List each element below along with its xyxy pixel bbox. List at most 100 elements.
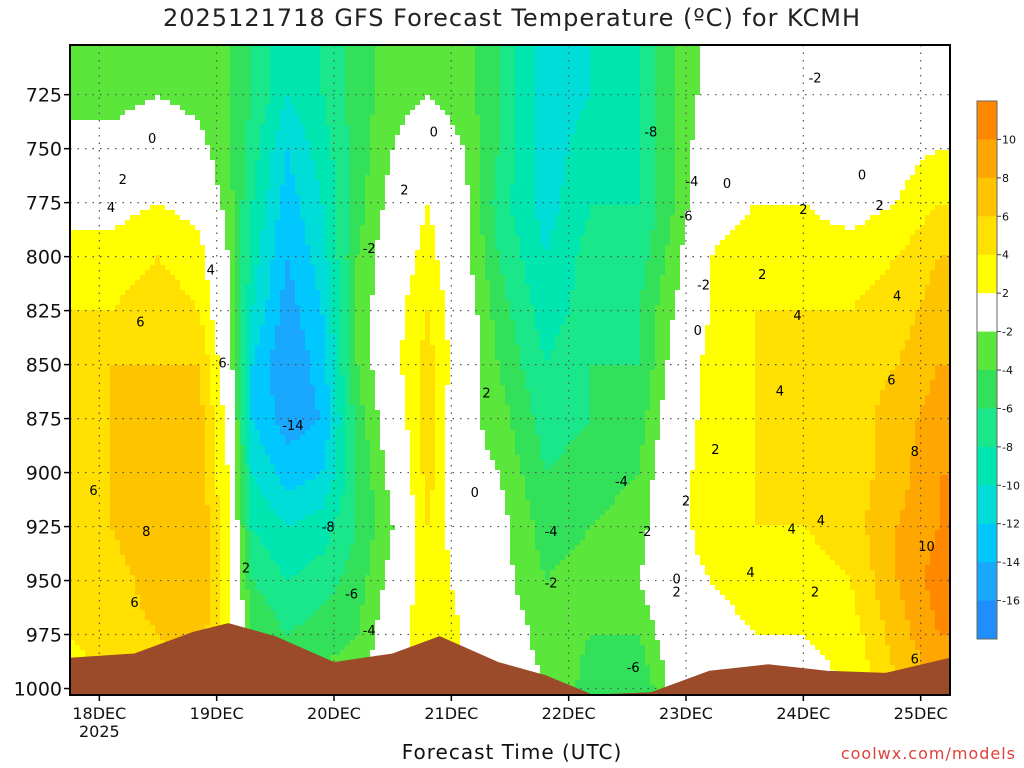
temperature-cell (130, 425, 136, 431)
temperature-cell (115, 245, 121, 251)
temperature-cell (105, 455, 111, 461)
temperature-cell (85, 605, 91, 611)
temperature-cell (85, 65, 91, 71)
temperature-cell (160, 535, 166, 541)
temperature-cell (145, 355, 151, 361)
temperature-cell (75, 225, 81, 231)
temperature-cell (100, 275, 106, 281)
temperature-cell (120, 80, 126, 86)
temperature-cell (155, 270, 161, 276)
temperature-cell (140, 375, 146, 381)
temperature-cell (120, 640, 126, 646)
temperature-cell (135, 60, 141, 66)
temperature-cell (165, 275, 171, 281)
temperature-cell (130, 100, 136, 106)
temperature-cell (165, 425, 171, 431)
temperature-cell (75, 270, 81, 276)
temperature-cell (150, 440, 156, 446)
temperature-cell (75, 340, 81, 346)
temperature-cell (125, 580, 131, 586)
temperature-cell (155, 415, 161, 421)
temperature-cell (95, 295, 101, 301)
temperature-cell (100, 545, 106, 551)
temperature-cell (115, 505, 121, 511)
temperature-cell (160, 170, 166, 176)
temperature-cell (155, 455, 161, 461)
temperature-cell (140, 280, 146, 286)
temperature-cell (90, 170, 96, 176)
temperature-cell (85, 220, 91, 226)
temperature-cell (100, 160, 106, 166)
temperature-cell (75, 300, 81, 306)
temperature-cell (85, 420, 91, 426)
temperature-cell (145, 265, 151, 271)
temperature-cell (75, 60, 81, 66)
temperature-cell (140, 335, 146, 341)
temperature-cell (100, 650, 106, 656)
temperature-cell (155, 315, 161, 321)
temperature-cell (155, 225, 161, 231)
temperature-cell (150, 75, 156, 81)
temperature-cell (115, 465, 121, 471)
temperature-cell (150, 550, 156, 556)
temperature-cell (85, 560, 91, 566)
temperature-cell (135, 410, 141, 416)
temperature-cell (85, 635, 91, 641)
temperature-cell (135, 495, 141, 501)
temperature-cell (150, 120, 156, 126)
temperature-cell (140, 230, 146, 236)
temperature-cell (120, 265, 126, 271)
temperature-cell (135, 415, 141, 421)
temperature-cell (85, 285, 91, 291)
temperature-cell (90, 105, 96, 111)
temperature-cell (130, 305, 136, 311)
temperature-cell (125, 310, 131, 316)
temperature-cell (145, 340, 151, 346)
temperature-cell (160, 510, 166, 516)
temperature-cell (150, 190, 156, 196)
temperature-cell (135, 95, 141, 101)
temperature-cell (75, 330, 81, 336)
temperature-cell (110, 410, 116, 416)
temperature-cell (140, 430, 146, 436)
temperature-cell (85, 165, 91, 171)
temperature-cell (110, 270, 116, 276)
temperature-cell (90, 625, 96, 631)
temperature-cell (115, 55, 121, 61)
temperature-cell (125, 250, 131, 256)
temperature-cell (135, 525, 141, 531)
temperature-cell (155, 590, 161, 596)
temperature-cell (145, 565, 151, 571)
temperature-cell (165, 205, 171, 211)
temperature-cell (110, 115, 116, 121)
temperature-cell (155, 585, 161, 591)
temperature-cell (160, 555, 166, 561)
temperature-cell (125, 235, 131, 241)
temperature-cell (100, 540, 106, 546)
temperature-cell (105, 550, 111, 556)
temperature-cell (135, 225, 141, 231)
temperature-cell (140, 385, 146, 391)
temperature-cell (165, 490, 171, 496)
temperature-cell (120, 230, 126, 236)
temperature-cell (130, 220, 136, 226)
temperature-cell (75, 105, 81, 111)
temperature-cell (105, 150, 111, 156)
temperature-cell (105, 255, 111, 261)
temperature-cell (135, 185, 141, 191)
temperature-cell (130, 380, 136, 386)
temperature-cell (75, 605, 81, 611)
temperature-cell (110, 630, 116, 636)
temperature-cell (135, 480, 141, 486)
temperature-cell (90, 520, 96, 526)
temperature-cell (165, 115, 171, 121)
temperature-cell (110, 390, 116, 396)
temperature-cell (110, 460, 116, 466)
temperature-cell (125, 340, 131, 346)
temperature-cell (120, 240, 126, 246)
temperature-cell (90, 400, 96, 406)
temperature-cell (145, 180, 151, 186)
temperature-cell (135, 450, 141, 456)
temperature-cell (75, 50, 81, 56)
temperature-cell (135, 575, 141, 581)
